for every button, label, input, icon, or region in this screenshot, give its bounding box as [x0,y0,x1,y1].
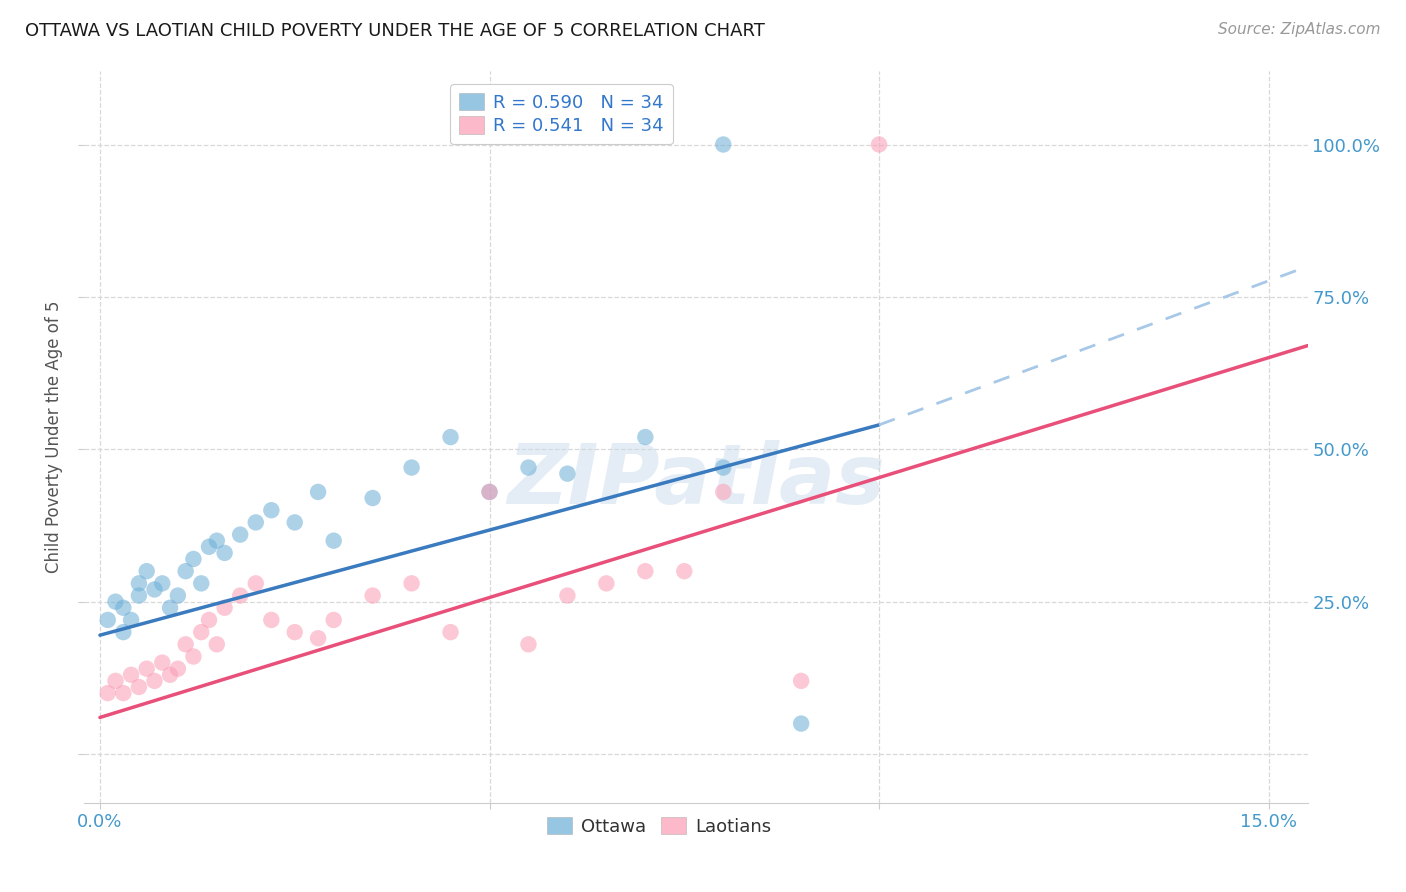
Point [245,516,267,530]
Point [868,137,890,152]
Point [214,546,236,560]
Point [711,460,734,475]
Point [557,467,579,481]
Point [284,516,307,530]
Point [128,589,150,603]
Point [198,613,221,627]
Point [190,576,212,591]
Point [557,589,579,603]
Point [112,600,135,615]
Point [214,600,236,615]
Text: OTTAWA VS LAOTIAN CHILD POVERTY UNDER THE AGE OF 5 CORRELATION CHART: OTTAWA VS LAOTIAN CHILD POVERTY UNDER TH… [25,22,765,40]
Point [361,491,384,505]
Point [634,430,657,444]
Point [174,564,197,578]
Point [143,673,166,688]
Point [190,625,212,640]
Point [322,613,344,627]
Point [673,564,696,578]
Point [790,716,813,731]
Point [166,589,188,603]
Point [97,686,120,700]
Point [205,533,228,548]
Point [284,625,307,640]
Point [229,527,252,541]
Point [711,485,734,500]
Point [150,656,173,670]
Point [120,613,142,627]
Point [439,430,461,444]
Point [112,686,135,700]
Point [790,673,813,688]
Point [159,600,181,615]
Point [245,576,267,591]
Point [401,460,423,475]
Point [135,662,157,676]
Point [322,533,344,548]
Point [104,594,127,608]
Point [150,576,173,591]
Text: Source: ZipAtlas.com: Source: ZipAtlas.com [1218,22,1381,37]
Point [401,576,423,591]
Point [135,564,157,578]
Point [112,625,135,640]
Point [634,564,657,578]
Point [183,552,205,566]
Text: ZIPatlas: ZIPatlas [508,441,884,522]
Legend: Ottawa, Laotians: Ottawa, Laotians [538,808,780,845]
Point [361,589,384,603]
Point [166,662,188,676]
Point [517,460,540,475]
Point [260,503,283,517]
Point [128,680,150,694]
Point [159,667,181,681]
Y-axis label: Child Poverty Under the Age of 5: Child Poverty Under the Age of 5 [45,301,63,574]
Point [174,637,197,651]
Point [307,485,329,500]
Point [97,613,120,627]
Point [439,625,461,640]
Point [183,649,205,664]
Point [120,667,142,681]
Point [205,637,228,651]
Point [517,637,540,651]
Point [128,576,150,591]
Point [711,137,734,152]
Point [198,540,221,554]
Point [104,673,127,688]
Point [478,485,501,500]
Point [260,613,283,627]
Point [307,632,329,646]
Point [143,582,166,597]
Point [229,589,252,603]
Point [478,485,501,500]
Point [595,576,617,591]
